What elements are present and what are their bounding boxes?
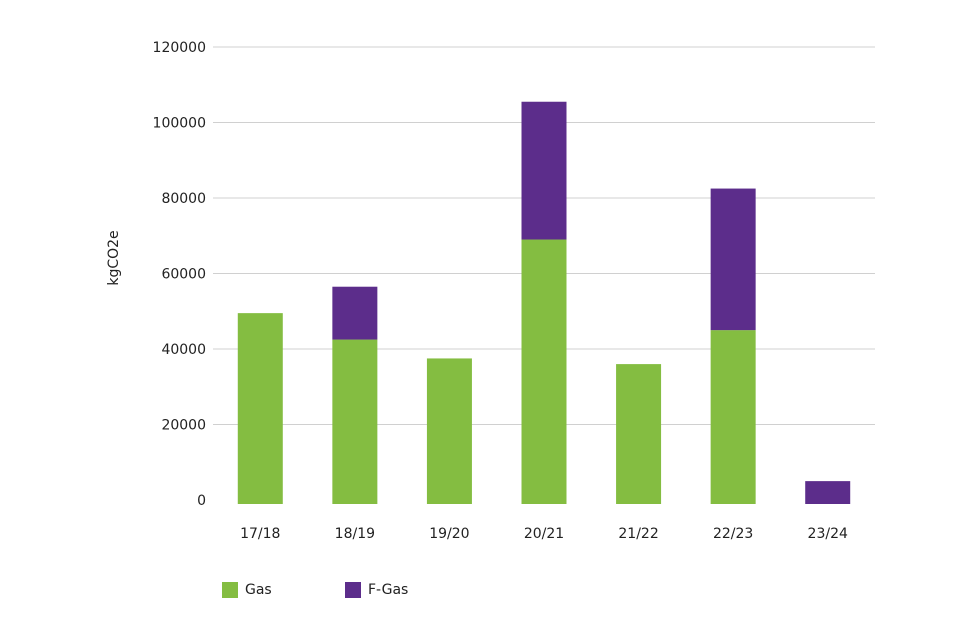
y-tick-label: 60000 bbox=[161, 267, 206, 283]
y-tick-label: 40000 bbox=[161, 342, 206, 358]
legend-item-fgas: F-Gas bbox=[345, 582, 408, 598]
bar-gas-17-18 bbox=[237, 313, 283, 504]
bar-f-gas-18-19 bbox=[332, 286, 378, 340]
bar-f-gas-20-21 bbox=[521, 101, 567, 240]
x-tick-label: 18/19 bbox=[335, 526, 375, 542]
bar-f-gas-22-23 bbox=[710, 188, 756, 331]
x-tick-label: 22/23 bbox=[713, 526, 753, 542]
legend-swatch-gas bbox=[222, 582, 238, 598]
y-tick-label: 120000 bbox=[153, 40, 206, 56]
bar-gas-22-23 bbox=[710, 330, 756, 504]
x-tick-label: 21/22 bbox=[618, 526, 658, 542]
legend-swatch-fgas bbox=[345, 582, 361, 598]
bars bbox=[237, 101, 851, 504]
bar-gas-18-19 bbox=[332, 339, 378, 504]
legend-label-gas: Gas bbox=[245, 582, 272, 598]
y-tick-label: 80000 bbox=[161, 191, 206, 207]
bar-gas-20-21 bbox=[521, 239, 567, 504]
y-axis-ticks: 0 20000 40000 60000 80000 100000 120000 bbox=[153, 40, 206, 509]
bar-gas-21-22 bbox=[616, 364, 662, 504]
y-tick-label: 100000 bbox=[153, 116, 206, 132]
y-axis-label: kgCO2e bbox=[106, 230, 122, 285]
y-tick-label: 20000 bbox=[161, 418, 206, 434]
bar-f-gas-23-24 bbox=[805, 481, 851, 504]
legend-item-gas: Gas bbox=[222, 582, 345, 598]
y-tick-label: 0 bbox=[197, 493, 206, 509]
x-axis-ticks: 17/18 18/19 19/20 20/21 21/22 22/23 23/24 bbox=[240, 526, 848, 542]
x-tick-label: 19/20 bbox=[429, 526, 469, 542]
chart-legend: Gas F-Gas bbox=[222, 582, 408, 598]
x-tick-label: 17/18 bbox=[240, 526, 280, 542]
x-tick-label: 20/21 bbox=[524, 526, 564, 542]
bar-gas-19-20 bbox=[426, 358, 472, 504]
legend-label-fgas: F-Gas bbox=[368, 582, 409, 598]
x-tick-label: 23/24 bbox=[808, 526, 848, 542]
